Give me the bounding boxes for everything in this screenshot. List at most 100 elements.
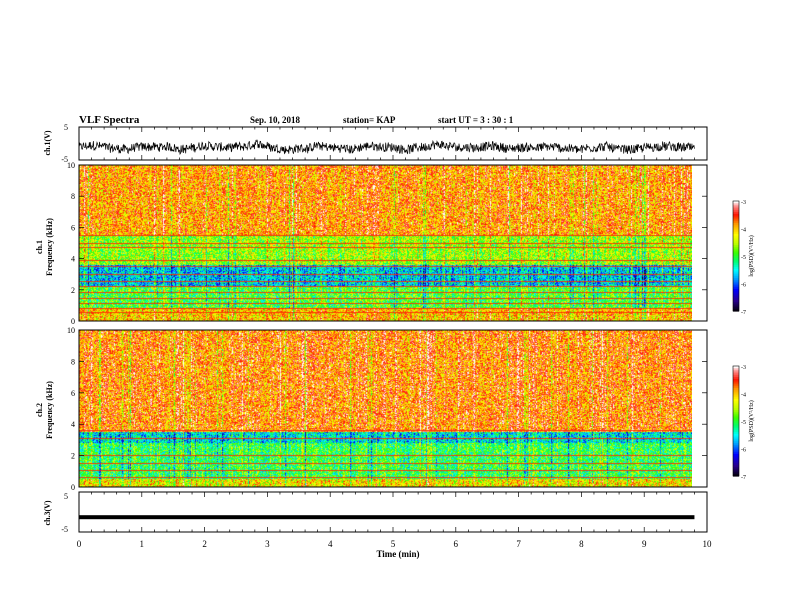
colorbar-swatch (733, 463, 739, 466)
colorbar-swatch (733, 433, 739, 437)
y-tick-label: 0 (71, 317, 75, 326)
x-tick-label: 4 (328, 539, 333, 549)
ch3-waveform-panel: 5 -5 ch.3(V) 0 1 2 3 4 5 6 7 8 9 10 Time (min) (43, 491, 713, 559)
colorbar-tick-label: -5 (741, 255, 746, 261)
colorbar-swatch (733, 201, 739, 204)
ch3-tick-marks (78, 492, 708, 532)
colorbar-swatch (733, 287, 739, 290)
y-tick-label: 4 (71, 255, 75, 264)
colorbar-swatch (733, 430, 739, 433)
ch1-waveform-panel: 5 -5 ch.1(V) (43, 123, 708, 164)
colorbar-swatch (733, 367, 739, 371)
colorbar-swatch (733, 281, 739, 285)
colorbar-tick-label: -7 (741, 310, 746, 316)
ch1-waveform-frame (78, 126, 708, 161)
colorbar-swatch (733, 366, 739, 369)
ch1-spectrogram-ylabel-ch: ch.1 (35, 240, 44, 254)
colorbar-tick-label: -6 (741, 283, 746, 289)
colorbar-swatch (733, 457, 739, 461)
x-axis-label: Time (min) (376, 549, 419, 559)
colorbar-swatch (733, 419, 739, 422)
ch3-waveform-trace (79, 515, 695, 520)
ch1-ytick-top: 5 (64, 123, 68, 132)
colorbar-swatch (733, 272, 739, 275)
colorbar-swatch (733, 399, 739, 402)
x-tick-label: 9 (642, 539, 647, 549)
colorbar-tick-label: -7 (741, 475, 746, 481)
colorbar-swatch (733, 466, 739, 470)
colorbar-swatch (733, 257, 739, 261)
colorbar-swatch (733, 261, 739, 264)
ch2-spectrogram-panel: 0 2 4 6 8 10 ch.2 Frequency (kHz) (35, 326, 708, 492)
colorbar-swatch (733, 421, 739, 424)
colorbar-swatch (733, 301, 739, 305)
start-time-label: start UT = 3 : 30 : 1 (438, 115, 514, 125)
colorbar-swatch (733, 413, 739, 417)
colorbar-swatch (733, 378, 739, 382)
colorbar-swatch (733, 267, 739, 270)
colorbar-swatch (733, 210, 739, 213)
colorbar-swatch (733, 259, 739, 263)
y-tick-label: 8 (71, 357, 75, 366)
ch1-spectrogram-yticks: 0 2 4 6 8 10 (67, 161, 707, 326)
colorbar-swatch (733, 380, 739, 384)
colorbar-swatch (733, 461, 739, 464)
colorbar-swatch (733, 268, 739, 272)
colorbar-swatch (733, 276, 739, 279)
colorbar-tick-label: -4 (741, 393, 746, 399)
colorbar-swatch (733, 439, 739, 442)
colorbar-swatch (733, 237, 739, 241)
ch2-spectrogram-ylabel-ch: ch.2 (35, 403, 44, 417)
colorbar-swatch (733, 371, 739, 374)
colorbar-swatch (733, 391, 739, 395)
x-tick-label: 6 (454, 539, 459, 549)
colorbar-swatch (733, 294, 739, 297)
colorbar-swatch (733, 443, 739, 446)
ch1-spectrogram-panel: 0 2 4 6 8 10 ch.1 Frequency (kHz) (35, 161, 708, 326)
colorbar-swatch (733, 446, 739, 450)
colorbar-swatch (733, 241, 739, 244)
colorbar-swatch (733, 263, 739, 266)
colorbar-swatch (733, 406, 739, 409)
colorbar-swatch (733, 235, 739, 239)
y-tick-label: 10 (67, 326, 75, 335)
colorbar-swatch (733, 234, 739, 237)
colorbar-swatch (733, 448, 739, 451)
colorbar-swatch (733, 212, 739, 215)
colorbar-swatch (733, 428, 739, 431)
ch3-waveform-frame (78, 491, 708, 533)
ch3-ylabel: ch.3(V) (43, 500, 52, 525)
colorbar-swatch (733, 417, 739, 420)
x-tick-label: 3 (265, 539, 270, 549)
colorbar-swatch (733, 432, 739, 435)
colorbar-swatch (733, 221, 739, 224)
colorbar-swatch (733, 415, 739, 418)
date-label: Sep. 10, 2018 (250, 115, 301, 125)
colorbar-label: log(PSD)(V²/Hz) (748, 235, 755, 276)
colorbar-swatch (733, 215, 739, 219)
colorbar-swatch (733, 454, 739, 457)
ch2-spectrogram-yticks: 0 2 4 6 8 10 (67, 326, 707, 492)
colorbar-swatch (733, 408, 739, 411)
x-tick-label: 5 (391, 539, 396, 549)
ch1-spectrogram-ylabel-freq: Frequency (kHz) (45, 218, 54, 276)
colorbar-swatch (733, 452, 739, 455)
colorbar-swatch (733, 402, 739, 406)
colorbar-swatch (733, 208, 739, 211)
ch1-spectrogram-image (79, 165, 692, 321)
colorbar-swatch (733, 393, 739, 396)
y-tick-label: 6 (71, 223, 75, 232)
colorbar-swatch (733, 395, 739, 398)
ch1-tick-marks (78, 127, 708, 160)
ch2-spectrogram-frame (78, 329, 708, 488)
colorbar-swatch (733, 239, 739, 242)
colorbar-swatch (733, 230, 739, 233)
colorbar-swatch (733, 435, 739, 439)
x-tick-label: 10 (703, 539, 713, 549)
colorbar-swatch (733, 465, 739, 468)
ch1-ylabel: ch.1(V) (43, 130, 52, 155)
colorbar-swatch (733, 410, 739, 413)
colorbar-swatch (733, 309, 739, 312)
y-tick-label: 8 (71, 192, 75, 201)
